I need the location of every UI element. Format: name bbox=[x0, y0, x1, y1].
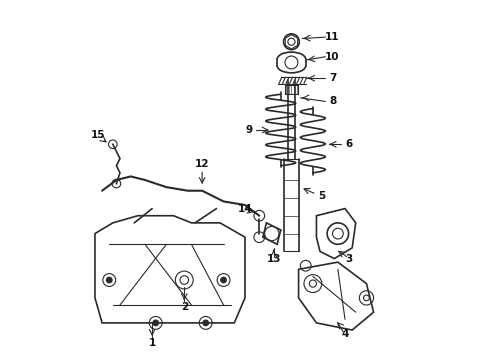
Text: 10: 10 bbox=[325, 52, 340, 62]
Text: 5: 5 bbox=[318, 191, 325, 201]
Text: 1: 1 bbox=[148, 338, 156, 347]
Text: 12: 12 bbox=[195, 159, 209, 169]
Text: 11: 11 bbox=[325, 32, 340, 42]
Text: 13: 13 bbox=[267, 253, 281, 264]
Text: 14: 14 bbox=[238, 203, 252, 213]
Text: 2: 2 bbox=[181, 302, 188, 312]
Text: 4: 4 bbox=[342, 329, 349, 339]
Text: 6: 6 bbox=[345, 139, 352, 149]
Text: 7: 7 bbox=[329, 73, 336, 83]
Circle shape bbox=[106, 277, 112, 283]
Text: 8: 8 bbox=[329, 96, 336, 107]
Circle shape bbox=[220, 277, 226, 283]
Circle shape bbox=[203, 320, 209, 326]
Text: 3: 3 bbox=[345, 253, 352, 264]
Text: 15: 15 bbox=[91, 130, 106, 140]
Circle shape bbox=[153, 320, 159, 326]
Text: 9: 9 bbox=[245, 125, 252, 135]
